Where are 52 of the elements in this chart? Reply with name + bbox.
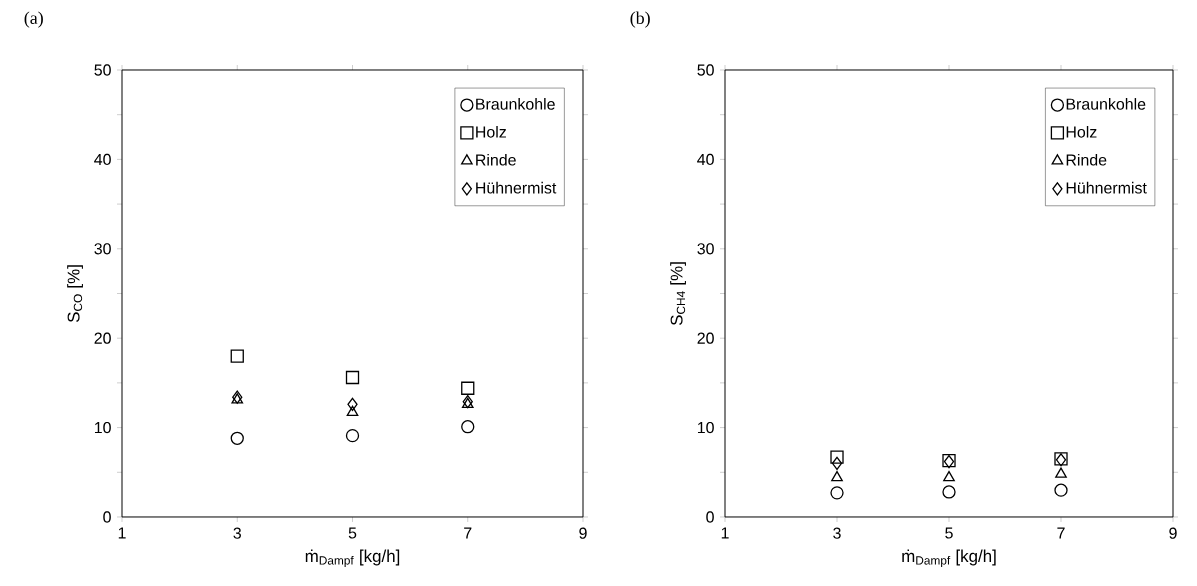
chart-title: (a) (24, 11, 43, 28)
x-tick-label: 3 (833, 527, 841, 539)
legend-label: Hühnermist (1066, 181, 1147, 194)
y-tick-label: 30 (94, 243, 111, 255)
point (347, 397, 358, 411)
y-tick-label: 0 (706, 511, 714, 523)
point (461, 420, 475, 434)
x-tick-label: 1 (721, 527, 729, 539)
point (1055, 467, 1067, 478)
point (230, 431, 244, 445)
x-tick-label: 9 (1169, 527, 1177, 539)
point (830, 486, 844, 500)
legend-label: Holz (476, 125, 506, 138)
y-tick-label: 40 (697, 153, 714, 166)
legend-label: Hühnermist (476, 181, 557, 194)
point (830, 450, 844, 464)
point (345, 370, 360, 385)
y-tick-label: 10 (94, 421, 111, 434)
legend-label: Braunkohle (1066, 98, 1146, 110)
legend-label: Braunkohle (476, 98, 555, 110)
legend-label: Rinde (476, 153, 516, 166)
y-tick-label: 30 (697, 243, 714, 255)
y-tick-label: 10 (697, 421, 714, 434)
point (230, 349, 244, 363)
chart-title: (b) (630, 11, 650, 28)
x-tick-label: 3 (233, 527, 241, 539)
point (831, 456, 843, 470)
x-tick-label: 9 (579, 527, 587, 539)
y-tick-label: 40 (94, 153, 111, 166)
x-axis-title: ṁ$_{Dampf}$ [kg/h] (902, 549, 996, 567)
point (461, 381, 475, 395)
x-axis-title: ṁ$_{Dampf}$ [kg/h] (305, 549, 400, 567)
x-tick-label: 1 (118, 527, 126, 539)
y-tick-label: 20 (94, 332, 111, 344)
legend-label: Holz (1066, 125, 1097, 138)
x-tick-label: 5 (348, 527, 357, 539)
point (346, 405, 359, 417)
y-tick-label: 20 (697, 332, 714, 344)
point (943, 471, 955, 482)
point (345, 428, 360, 443)
y-axis-title: S$_{CO}$ [%] (67, 265, 83, 323)
x-tick-label: 7 (464, 527, 472, 539)
y-tick-label: 0 (103, 511, 111, 523)
point (942, 485, 956, 499)
legend-label: Rinde (1066, 153, 1107, 166)
point (1054, 483, 1068, 497)
y-axis-title: S$_{CH4}$ [%] (670, 262, 686, 326)
point (831, 471, 843, 482)
x-tick-label: 5 (945, 527, 953, 539)
x-tick-label: 7 (1057, 527, 1065, 539)
y-tick-label: 50 (94, 64, 111, 76)
y-tick-label: 50 (697, 64, 714, 76)
